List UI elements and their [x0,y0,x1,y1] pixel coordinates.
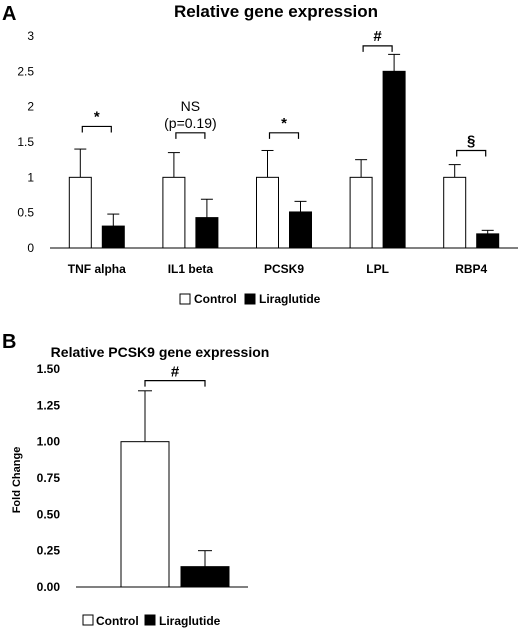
panel-a-letter: A [2,3,16,25]
chart-a-legend-label-control: Control [194,292,237,306]
chart-a-significance-label: * [281,115,287,132]
chart-b-ylabel: Fold Change [11,447,23,514]
chart-a-category-label: PCSK9 [264,262,304,276]
chart-a-category-label: RBP4 [455,262,487,276]
chart-b-significance-label: # [171,364,180,381]
chart-b-ytick-label: 0.50 [37,507,61,521]
chart-a-bar-liraglutide [289,211,312,249]
chart-a-ytick-label: 0.5 [17,206,34,220]
chart-b-significance-bracket [144,380,206,387]
chart-a-significance-label: # [373,28,382,45]
chart-b-title: Relative PCSK9 gene expression [51,344,270,360]
chart-b-bar-liraglutide [180,566,230,588]
chart-b-ytick-label: 0.75 [37,471,61,485]
chart-a-ytick-label: 0 [27,241,34,255]
chart-a-bar-liraglutide [101,225,125,249]
chart-a-legend-label-liraglutide: Liraglutide [259,292,321,306]
chart-a-ytick-label: 1.5 [17,135,34,149]
chart-a-significance-bracket [81,125,112,133]
chart-a-ytick-label: 2.5 [17,64,34,78]
chart-a-category-label: TNF alpha [68,262,126,276]
chart-a-legend-swatch-control [179,293,191,305]
chart-a-bar-control [256,176,279,249]
chart-a-bar-liraglutide [382,70,406,249]
chart-a-bar-control [162,176,186,249]
chart-a-legend-swatch-liraglutide [244,293,256,305]
chart-a-ytick-label: 2 [27,100,34,114]
chart-a-bar-control [68,176,92,249]
chart-b-legend-label-liraglutide: Liraglutide [159,614,221,628]
chart-a-title: Relative gene expression [174,2,378,21]
chart-b-ytick-label: 0.25 [37,544,61,558]
chart-a-category-label: IL1 beta [168,262,214,276]
chart-b-legend-label-control: Control [96,614,139,628]
chart-b-ytick-label: 1.50 [37,362,61,376]
chart-a-significance-bracket [362,45,393,52]
chart-b-ytick-label: 0.00 [37,580,61,594]
panel-b-letter: B [2,331,16,353]
chart-a-bar-liraglutide [195,217,219,249]
chart-b-bar-control [120,441,170,588]
chart-b-legend-swatch-control [82,614,94,626]
chart-a-ytick-label: 3 [27,29,34,43]
chart-a-bar-control [349,176,373,249]
chart-a-bar-control [443,176,467,249]
chart-a-pvalue-label: (p=0.19) [164,115,217,131]
chart-a-significance-bracket [175,132,206,139]
chart-a-significance-label: § [467,132,475,149]
chart-a-significance-bracket [268,132,300,139]
chart-b-legend-swatch-liraglutide [144,614,156,626]
chart-a: 0 0.5 1 1.5 2 2.5 3 TNF alpha * IL1 beta NS(p=0.19… [17,28,518,306]
chart-b-ytick-label: 1.25 [37,398,61,412]
chart-a-category-label: LPL [366,262,389,276]
chart-a-significance-label: * [94,108,100,125]
chart-a-bar-liraglutide [476,233,500,249]
chart-a-significance-label: NS [181,98,200,114]
chart-b-ytick-label: 1.00 [37,435,61,449]
chart-b: 0.00 0.25 0.50 0.75 1.00 1.25 1.50 # Control Lira… [37,362,248,628]
chart-a-ytick-label: 1 [27,170,34,184]
chart-a-significance-bracket [456,149,487,157]
